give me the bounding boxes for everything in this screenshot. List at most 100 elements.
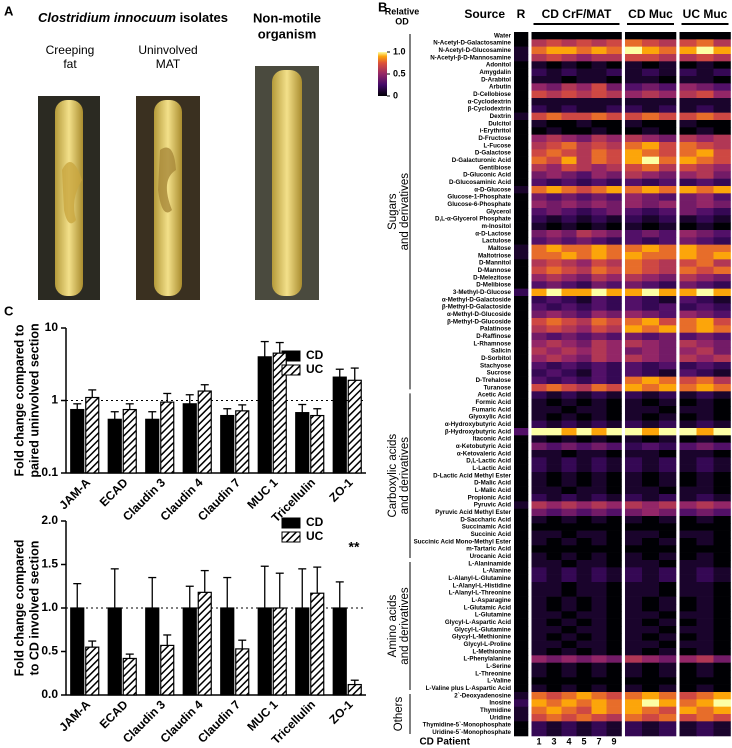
heatmap-cell xyxy=(546,46,562,55)
heatmap-cell xyxy=(696,237,714,245)
heatmap-cell xyxy=(531,589,547,597)
heatmap-cell xyxy=(561,347,577,355)
heatmap-cell xyxy=(642,178,660,187)
heatmap-cell xyxy=(642,670,660,678)
heatmap-cell xyxy=(591,545,607,553)
heatmap-cell xyxy=(659,662,677,671)
row-label: D-Melezitose xyxy=(473,274,511,281)
heatmap-cell xyxy=(659,120,677,128)
bar xyxy=(310,592,325,696)
heatmap-cell xyxy=(576,655,592,663)
row-label: Adonitol xyxy=(486,62,511,69)
heatmap-cell xyxy=(606,127,622,135)
heatmap-cell xyxy=(576,127,592,135)
heatmap-cell xyxy=(696,68,714,77)
row-label: Maltose xyxy=(488,245,512,252)
heatmap-cell xyxy=(591,237,607,245)
bar xyxy=(220,607,235,696)
heatmap-cell xyxy=(546,604,562,612)
heatmap-cell xyxy=(576,714,592,722)
heatmap-cell xyxy=(576,120,592,128)
heatmap-cell xyxy=(679,32,697,40)
heatmap-cell xyxy=(625,310,643,319)
heatmap-cell xyxy=(625,200,643,209)
heatmap-cell xyxy=(642,450,660,458)
heatmap-cell xyxy=(591,83,607,91)
heatmap-cell xyxy=(679,76,697,84)
heatmap-cell xyxy=(561,332,577,341)
heatmap-cell xyxy=(625,127,643,135)
heatmap-cell xyxy=(561,413,577,421)
heatmap-cell xyxy=(576,611,592,619)
heatmap-cell xyxy=(514,288,529,297)
heatmap-cell xyxy=(514,347,529,355)
heatmap-cell xyxy=(679,90,697,99)
heatmap-cell xyxy=(514,237,529,245)
row-label: D,L-α-Glycerol Phosphate xyxy=(435,216,512,223)
heatmap-cell xyxy=(514,186,529,194)
heatmap-cell xyxy=(713,266,731,275)
heatmap-cell xyxy=(713,369,731,377)
heatmap-cell xyxy=(642,677,660,685)
row-label: D-Gluconic Acid xyxy=(463,172,511,179)
heatmap-cell xyxy=(713,68,731,77)
bar xyxy=(332,376,347,474)
heatmap-cell xyxy=(625,611,643,619)
heatmap-cell xyxy=(625,369,643,377)
row-label: L-Threonine xyxy=(475,670,511,677)
heatmap-cell xyxy=(696,252,714,260)
heatmap-cell xyxy=(625,76,643,84)
heatmap-cell xyxy=(606,39,622,47)
heatmap-cell xyxy=(531,494,547,502)
heatmap-cell xyxy=(531,574,547,583)
heatmap-cell xyxy=(606,200,622,209)
heatmap-cell xyxy=(531,112,547,121)
heatmap-cell xyxy=(514,215,529,223)
bar xyxy=(182,403,197,474)
row-label: L-Alanyl-L-Glutamine xyxy=(448,575,511,582)
heatmap-cell xyxy=(679,618,697,627)
heatmap-cell xyxy=(642,391,660,399)
heatmap-cell xyxy=(576,215,592,223)
heatmap-cell xyxy=(606,523,622,531)
heatmap-cell xyxy=(696,545,714,553)
row-label: Maltotriose xyxy=(478,252,512,259)
row-label: α-Ketobutyric Acid xyxy=(456,443,511,450)
y-tick-label: 1.0 xyxy=(41,600,58,614)
heatmap-cell xyxy=(625,134,643,143)
heatmap-cell xyxy=(679,626,697,634)
heatmap-cell xyxy=(606,706,622,715)
heatmap-cell xyxy=(514,310,529,319)
heatmap-cell xyxy=(679,340,697,348)
heatmap-cell xyxy=(546,611,562,619)
heatmap-cell xyxy=(514,721,529,729)
heatmap-cell xyxy=(679,560,697,568)
heatmap-cell xyxy=(696,83,714,91)
heatmap-cell xyxy=(576,83,592,91)
heatmap-cell xyxy=(591,670,607,678)
patient-number: 5 xyxy=(581,736,586,746)
heatmap-cell xyxy=(606,604,622,612)
heatmap-cell xyxy=(591,340,607,348)
heatmap-cell xyxy=(531,530,547,539)
heatmap-cell xyxy=(625,706,643,715)
heatmap-cell xyxy=(679,398,697,407)
heatmap-cell xyxy=(679,98,697,106)
heatmap-cell xyxy=(591,486,607,495)
bar xyxy=(272,352,287,474)
heatmap-cell xyxy=(659,105,677,113)
heatmap-cell xyxy=(514,156,529,165)
heatmap-cell xyxy=(576,200,592,209)
heatmap-cell xyxy=(606,611,622,619)
heatmap-cell xyxy=(606,670,622,678)
heatmap-cell xyxy=(591,706,607,715)
heatmap-cell xyxy=(576,567,592,575)
heatmap-cell xyxy=(591,376,607,385)
heatmap-cell xyxy=(696,692,714,700)
heatmap-cell xyxy=(576,54,592,62)
heatmap-cell xyxy=(514,112,529,121)
heatmap-cell xyxy=(546,127,562,135)
heatmap-cell xyxy=(591,435,607,443)
row-label: m-Inositol xyxy=(481,223,511,230)
